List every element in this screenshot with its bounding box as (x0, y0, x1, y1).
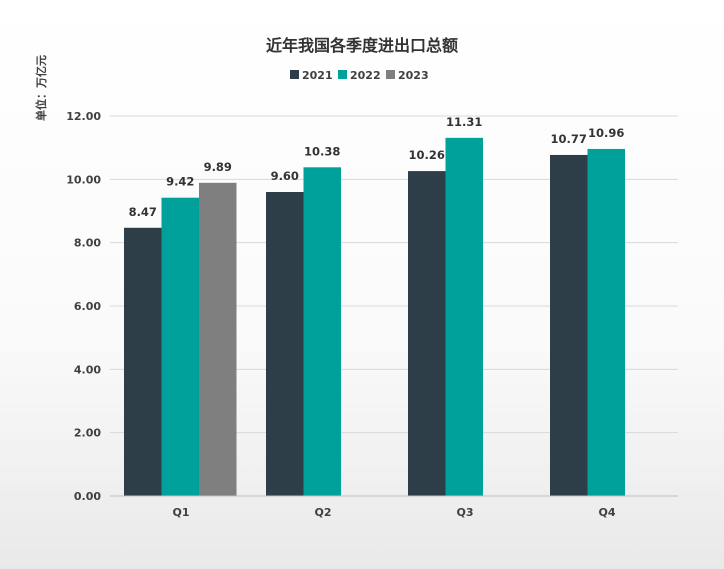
x-category-label: Q2 (314, 506, 331, 519)
x-category-label: Q1 (172, 506, 189, 519)
bar-2021-Q3 (408, 171, 446, 496)
chart-title: 近年我国各季度进出口总额 (266, 36, 458, 55)
y-tick-label: 0.00 (74, 490, 101, 503)
data-labels: 8.47 9.42 9.89 9.60 10.38 10.26 11.31 10.77 10.9… (129, 115, 625, 219)
bar-2021-Q4 (550, 154, 588, 496)
data-label-2022-Q4: 10.96 (588, 126, 624, 140)
bar-2022-Q4 (587, 148, 625, 496)
bars (124, 137, 625, 497)
data-label-2022-Q3: 11.31 (446, 115, 482, 129)
data-label-2023-Q1: 9.89 (204, 160, 232, 174)
data-label-2021-Q4: 10.77 (551, 132, 587, 146)
y-tick-label: 12.00 (66, 110, 101, 123)
legend-label-2023: 2023 (398, 69, 429, 82)
data-label-2021-Q1: 8.47 (129, 205, 157, 219)
data-label-2021-Q3: 10.26 (409, 148, 445, 162)
bar-2021-Q2 (266, 192, 304, 496)
legend-label-2021: 2021 (302, 69, 333, 82)
y-axis-label: 单位：万亿元 (34, 55, 48, 121)
legend-swatch-2021 (290, 70, 299, 79)
y-tick-label: 8.00 (74, 237, 101, 250)
bar-2022-Q1 (161, 197, 199, 496)
y-tick-label: 6.00 (74, 300, 101, 313)
data-label-2022-Q1: 9.42 (166, 175, 194, 189)
y-axis-ticks: 0.00 2.00 4.00 6.00 8.00 10.00 12.00 (66, 110, 101, 503)
x-category-label: Q3 (456, 506, 473, 519)
x-axis-categories: Q1 Q2 Q3 Q4 (172, 506, 615, 519)
y-tick-label: 2.00 (74, 427, 101, 440)
bar-2022-Q2 (303, 167, 341, 497)
bar-2022-Q3 (445, 137, 483, 496)
legend-swatch-2022 (338, 70, 347, 79)
legend-label-2022: 2022 (350, 69, 381, 82)
x-category-label: Q4 (598, 506, 615, 519)
bar-2021-Q1 (124, 227, 162, 497)
y-tick-label: 4.00 (74, 363, 101, 376)
legend-swatch-2023 (386, 70, 395, 79)
legend: 2021 2022 2023 (290, 69, 429, 82)
bar-2023-Q1 (199, 182, 237, 497)
y-tick-label: 10.00 (66, 173, 101, 186)
data-label-2022-Q2: 10.38 (304, 144, 340, 158)
data-label-2021-Q2: 9.60 (271, 169, 299, 183)
